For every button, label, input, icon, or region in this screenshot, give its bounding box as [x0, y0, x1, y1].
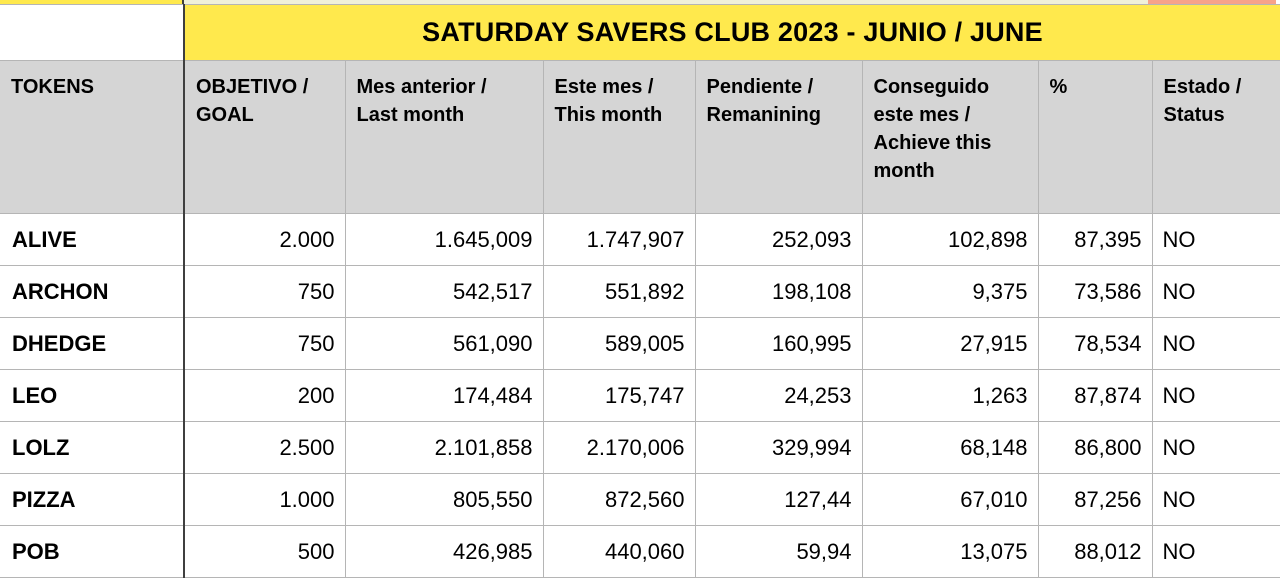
table-row: ALIVE 2.000 1.645,009 1.747,907 252,093 … [0, 213, 1280, 266]
header-percent[interactable]: % [1037, 60, 1153, 214]
last-month-cell[interactable]: 174,484 [344, 369, 544, 422]
achieved-cell[interactable]: 1,263 [861, 369, 1039, 422]
token-cell[interactable]: LEO [0, 369, 185, 422]
status-cell[interactable]: NO [1151, 213, 1280, 266]
empty-corner-cell[interactable] [0, 4, 185, 61]
remaining-cell[interactable]: 160,995 [694, 317, 863, 370]
table-row: DHEDGE 750 561,090 589,005 160,995 27,91… [0, 317, 1280, 370]
table-row: PIZZA 1.000 805,550 872,560 127,44 67,01… [0, 473, 1280, 526]
percent-cell[interactable]: 73,586 [1037, 265, 1153, 318]
token-cell[interactable]: ARCHON [0, 265, 185, 318]
percent-cell[interactable]: 87,874 [1037, 369, 1153, 422]
status-cell[interactable]: NO [1151, 473, 1280, 526]
this-month-cell[interactable]: 175,747 [542, 369, 696, 422]
status-cell[interactable]: NO [1151, 265, 1280, 318]
header-this-month[interactable]: Este mes / This month [542, 60, 696, 214]
token-cell[interactable]: DHEDGE [0, 317, 185, 370]
header-tokens[interactable]: TOKENS [0, 60, 185, 214]
this-month-cell[interactable]: 1.747,907 [542, 213, 696, 266]
header-last-month[interactable]: Mes anterior / Last month [344, 60, 544, 214]
percent-cell[interactable]: 86,800 [1037, 421, 1153, 474]
status-cell[interactable]: NO [1151, 317, 1280, 370]
header-achieved[interactable]: Conseguido este mes / Achieve this month [861, 60, 1039, 214]
table-row: POB 500 426,985 440,060 59,94 13,075 88,… [0, 525, 1280, 578]
goal-cell[interactable]: 750 [183, 265, 346, 318]
header-goal[interactable]: OBJETIVO / GOAL [183, 60, 346, 214]
remaining-cell[interactable]: 24,253 [694, 369, 863, 422]
percent-cell[interactable]: 78,534 [1037, 317, 1153, 370]
this-month-cell[interactable]: 440,060 [542, 525, 696, 578]
this-month-cell[interactable]: 2.170,006 [542, 421, 696, 474]
token-cell[interactable]: POB [0, 525, 185, 578]
last-month-cell[interactable]: 1.645,009 [344, 213, 544, 266]
goal-cell[interactable]: 750 [183, 317, 346, 370]
remaining-cell[interactable]: 127,44 [694, 473, 863, 526]
status-cell[interactable]: NO [1151, 369, 1280, 422]
table-title[interactable]: SATURDAY SAVERS CLUB 2023 - JUNIO / JUNE [183, 4, 1280, 61]
table-row: LEO 200 174,484 175,747 24,253 1,263 87,… [0, 369, 1280, 422]
remaining-cell[interactable]: 252,093 [694, 213, 863, 266]
header-status[interactable]: Estado / Status [1151, 60, 1280, 214]
last-month-cell[interactable]: 805,550 [344, 473, 544, 526]
achieved-cell[interactable]: 27,915 [861, 317, 1039, 370]
this-month-cell[interactable]: 551,892 [542, 265, 696, 318]
last-month-cell[interactable]: 561,090 [344, 317, 544, 370]
achieved-cell[interactable]: 68,148 [861, 421, 1039, 474]
achieved-cell[interactable]: 67,010 [861, 473, 1039, 526]
title-row: SATURDAY SAVERS CLUB 2023 - JUNIO / JUNE [0, 4, 1280, 61]
this-month-cell[interactable]: 589,005 [542, 317, 696, 370]
percent-cell[interactable]: 87,395 [1037, 213, 1153, 266]
remaining-cell[interactable]: 59,94 [694, 525, 863, 578]
header-remaining[interactable]: Pendiente / Remanining [694, 60, 863, 214]
cropped-row-strip [0, 0, 1280, 4]
last-month-cell[interactable]: 542,517 [344, 265, 544, 318]
goal-cell[interactable]: 1.000 [183, 473, 346, 526]
token-cell[interactable]: ALIVE [0, 213, 185, 266]
achieved-cell[interactable]: 9,375 [861, 265, 1039, 318]
status-cell[interactable]: NO [1151, 525, 1280, 578]
achieved-cell[interactable]: 13,075 [861, 525, 1039, 578]
this-month-cell[interactable]: 872,560 [542, 473, 696, 526]
cropped-cell-yellow [0, 0, 184, 4]
table-row: LOLZ 2.500 2.101,858 2.170,006 329,994 6… [0, 421, 1280, 474]
last-month-cell[interactable]: 426,985 [344, 525, 544, 578]
remaining-cell[interactable]: 329,994 [694, 421, 863, 474]
goal-cell[interactable]: 2.500 [183, 421, 346, 474]
achieved-cell[interactable]: 102,898 [861, 213, 1039, 266]
percent-cell[interactable]: 87,256 [1037, 473, 1153, 526]
cropped-cell-pale [184, 0, 1148, 4]
cropped-cell-salmon [1148, 0, 1276, 4]
goal-cell[interactable]: 2.000 [183, 213, 346, 266]
last-month-cell[interactable]: 2.101,858 [344, 421, 544, 474]
remaining-cell[interactable]: 198,108 [694, 265, 863, 318]
percent-cell[interactable]: 88,012 [1037, 525, 1153, 578]
savers-club-table: SATURDAY SAVERS CLUB 2023 - JUNIO / JUNE… [0, 4, 1280, 578]
table-row: ARCHON 750 542,517 551,892 198,108 9,375… [0, 265, 1280, 318]
goal-cell[interactable]: 200 [183, 369, 346, 422]
goal-cell[interactable]: 500 [183, 525, 346, 578]
token-cell[interactable]: PIZZA [0, 473, 185, 526]
token-cell[interactable]: LOLZ [0, 421, 185, 474]
status-cell[interactable]: NO [1151, 421, 1280, 474]
header-row: TOKENS OBJETIVO / GOAL Mes anterior / La… [0, 60, 1280, 214]
